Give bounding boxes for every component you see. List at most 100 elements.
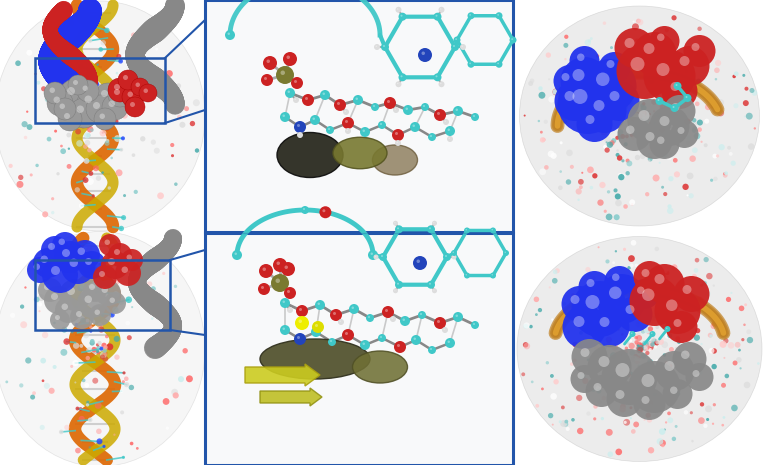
Circle shape: [636, 347, 639, 350]
Circle shape: [442, 327, 448, 333]
Circle shape: [723, 172, 726, 175]
Circle shape: [654, 351, 694, 391]
Circle shape: [345, 111, 346, 112]
Circle shape: [607, 381, 643, 417]
Circle shape: [47, 137, 51, 141]
Circle shape: [45, 97, 51, 102]
Circle shape: [649, 348, 652, 351]
Circle shape: [614, 276, 617, 280]
Circle shape: [26, 50, 32, 56]
Circle shape: [96, 264, 100, 268]
Circle shape: [93, 265, 117, 289]
Circle shape: [110, 298, 115, 303]
Circle shape: [594, 300, 600, 306]
Circle shape: [684, 102, 687, 105]
Circle shape: [651, 337, 655, 342]
Circle shape: [443, 328, 445, 330]
Circle shape: [585, 308, 590, 313]
Circle shape: [116, 72, 118, 74]
Circle shape: [70, 305, 94, 329]
Circle shape: [78, 416, 84, 422]
Circle shape: [125, 97, 145, 117]
Circle shape: [577, 428, 584, 434]
Circle shape: [633, 32, 677, 76]
Circle shape: [558, 186, 563, 190]
Circle shape: [723, 338, 729, 344]
Circle shape: [654, 395, 660, 400]
Circle shape: [575, 188, 582, 194]
Circle shape: [585, 375, 617, 407]
Bar: [35, 58, 165, 123]
Circle shape: [601, 105, 604, 108]
Circle shape: [654, 313, 660, 319]
Circle shape: [599, 182, 606, 188]
Circle shape: [607, 299, 610, 302]
Circle shape: [124, 43, 126, 45]
Circle shape: [654, 274, 664, 284]
Circle shape: [582, 59, 637, 113]
Circle shape: [641, 114, 645, 118]
Circle shape: [630, 128, 635, 133]
Circle shape: [100, 354, 105, 359]
Circle shape: [190, 121, 195, 126]
Circle shape: [640, 343, 642, 345]
Circle shape: [586, 80, 593, 86]
Circle shape: [617, 133, 624, 139]
Circle shape: [396, 81, 402, 87]
Circle shape: [378, 121, 386, 129]
Circle shape: [649, 146, 654, 151]
Circle shape: [581, 56, 583, 59]
Circle shape: [648, 447, 654, 453]
Circle shape: [94, 286, 101, 292]
Circle shape: [638, 116, 641, 119]
Circle shape: [315, 324, 318, 327]
Circle shape: [535, 313, 538, 316]
Circle shape: [297, 124, 300, 127]
Circle shape: [731, 405, 738, 412]
Circle shape: [95, 117, 102, 124]
Circle shape: [261, 286, 264, 289]
Circle shape: [523, 342, 528, 347]
Circle shape: [99, 119, 106, 126]
Circle shape: [614, 351, 621, 358]
Circle shape: [724, 374, 729, 378]
Circle shape: [8, 164, 13, 168]
Circle shape: [445, 255, 447, 257]
Circle shape: [668, 176, 674, 181]
Circle shape: [638, 116, 641, 118]
Circle shape: [588, 272, 592, 277]
Circle shape: [661, 107, 664, 110]
Circle shape: [601, 122, 604, 126]
Circle shape: [677, 98, 680, 101]
Circle shape: [640, 346, 642, 348]
Circle shape: [723, 416, 725, 419]
Circle shape: [597, 274, 647, 324]
Circle shape: [668, 85, 673, 90]
Circle shape: [452, 254, 456, 259]
Circle shape: [524, 343, 530, 349]
Ellipse shape: [0, 1, 205, 231]
Circle shape: [90, 340, 94, 345]
Circle shape: [96, 119, 101, 123]
Circle shape: [617, 43, 673, 99]
Circle shape: [416, 259, 420, 263]
Circle shape: [360, 127, 370, 137]
Circle shape: [614, 250, 617, 252]
Circle shape: [692, 274, 697, 279]
Circle shape: [615, 136, 619, 140]
Circle shape: [67, 93, 69, 96]
Circle shape: [36, 81, 40, 85]
Circle shape: [131, 306, 133, 308]
Circle shape: [624, 38, 634, 48]
Circle shape: [82, 53, 85, 57]
Circle shape: [598, 93, 603, 98]
Circle shape: [283, 327, 285, 330]
Circle shape: [621, 354, 623, 356]
Circle shape: [617, 296, 653, 332]
Circle shape: [579, 373, 586, 380]
Circle shape: [677, 127, 684, 134]
Circle shape: [629, 121, 635, 128]
Circle shape: [704, 119, 709, 124]
Circle shape: [283, 52, 297, 66]
Circle shape: [713, 177, 717, 181]
